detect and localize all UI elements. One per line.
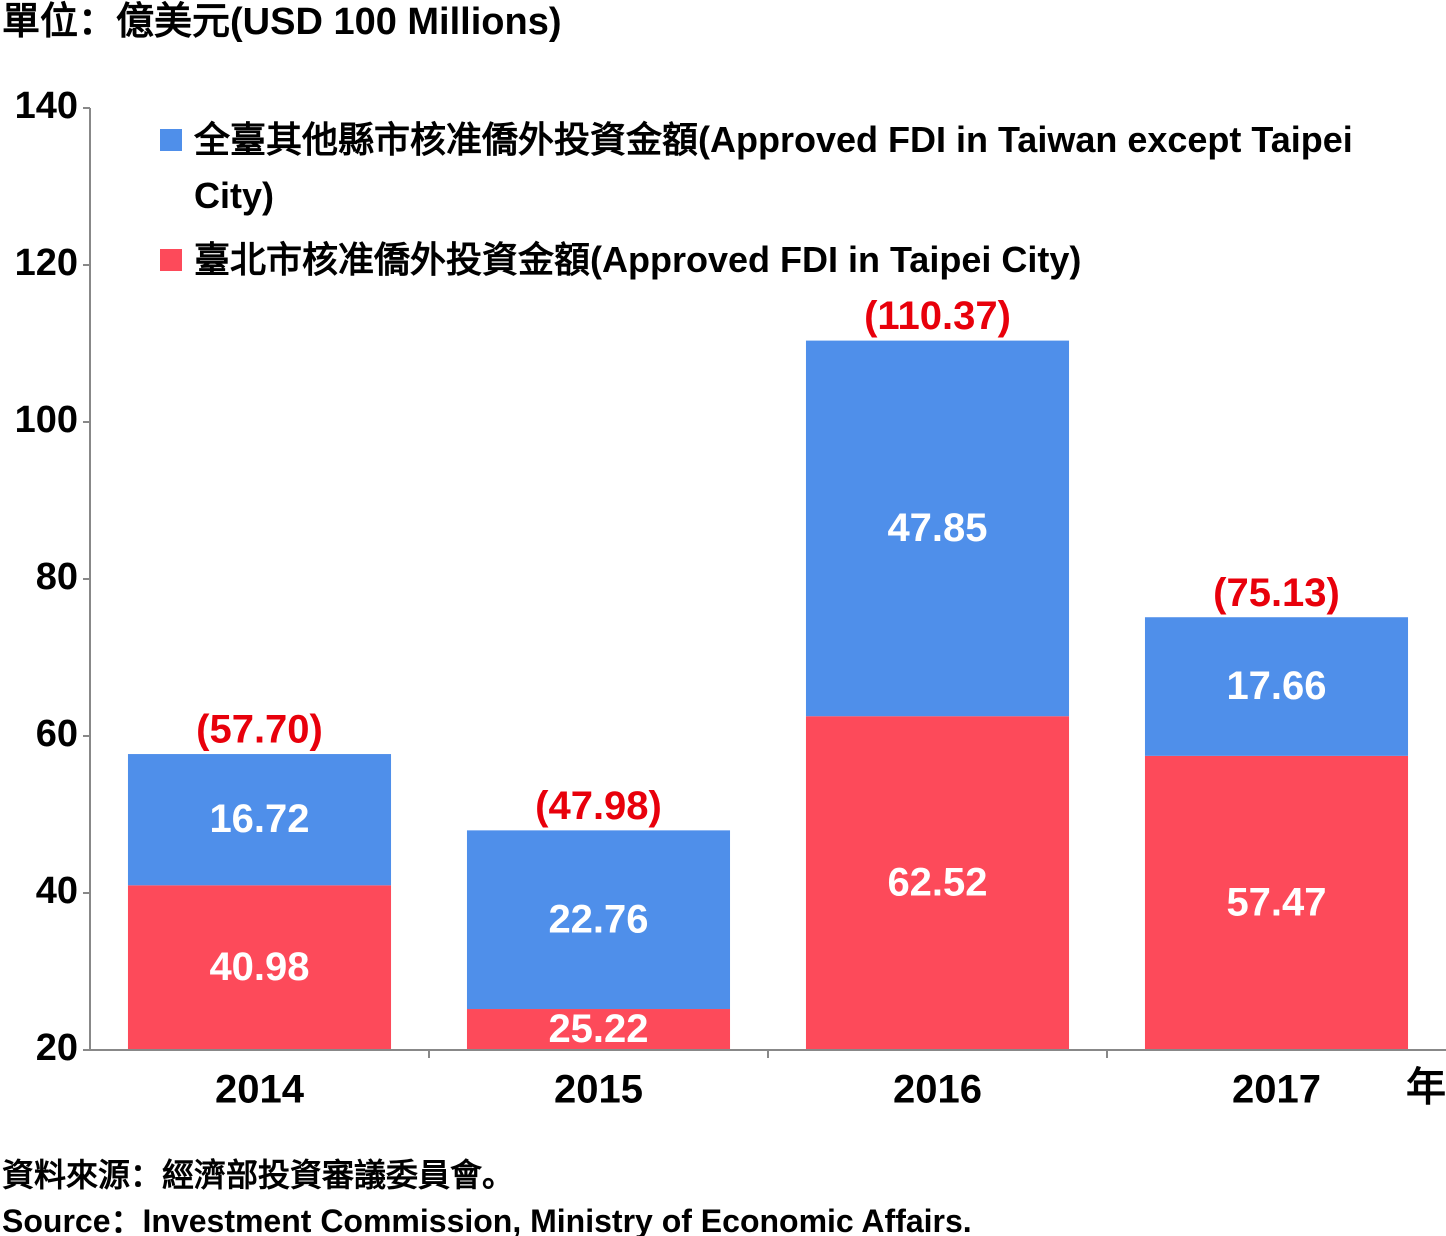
y-tick-label: 140 <box>15 85 78 127</box>
value-label: 25.22 <box>548 1007 648 1051</box>
legend-swatch <box>160 249 182 271</box>
value-label: 17.66 <box>1226 664 1326 708</box>
total-label: (47.98) <box>535 784 662 828</box>
total-label: (57.70) <box>196 708 323 752</box>
bar-segment <box>466 1009 731 1050</box>
value-label: 57.47 <box>1226 880 1326 924</box>
total-label: (110.37) <box>864 294 1011 338</box>
x-tick-label: 2014 <box>215 1068 305 1112</box>
bar-segment <box>805 716 1070 1050</box>
legend-item: 臺北市核准僑外投資金額(Approved FDI in Taipei City) <box>160 232 1420 288</box>
source-zh: 資料來源：經濟部投資審議委員會。 <box>2 1157 515 1193</box>
x-unit-label: 年 <box>1406 1066 1446 1110</box>
legend-label: 全臺其他縣市核准僑外投資金額(Approved FDI in Taiwan ex… <box>194 119 1353 216</box>
total-label: (75.13) <box>1213 571 1340 615</box>
source-en: Source：Investment Commission, Ministry o… <box>2 1203 972 1236</box>
bar-segment <box>1144 755 1409 1050</box>
x-tick-label: 2017 <box>1232 1068 1321 1112</box>
bar-segment <box>1144 617 1409 756</box>
bar-segment <box>805 340 1070 717</box>
bar-segment <box>466 830 731 1010</box>
y-tick-label: 120 <box>15 242 78 284</box>
legend-swatch <box>160 129 182 151</box>
x-tick-label: 2015 <box>554 1068 643 1112</box>
y-tick-label: 20 <box>36 1027 78 1069</box>
y-tick-label: 40 <box>36 870 78 912</box>
y-tick-label: 80 <box>36 556 78 598</box>
legend-item: 全臺其他縣市核准僑外投資金額(Approved FDI in Taiwan ex… <box>160 112 1420 224</box>
legend-label: 臺北市核准僑外投資金額(Approved FDI in Taipei City) <box>194 239 1082 280</box>
bar-segment <box>127 885 392 1050</box>
x-tick-label: 2016 <box>893 1068 982 1112</box>
value-label: 62.52 <box>887 861 987 905</box>
value-label: 47.85 <box>887 506 987 550</box>
unit-label: 單位：億美元(USD 100 Millions) <box>2 1 562 43</box>
y-tick-label: 60 <box>36 713 78 755</box>
bar-segment <box>127 754 392 886</box>
y-tick-label: 100 <box>15 399 78 441</box>
value-label: 22.76 <box>548 897 648 941</box>
value-label: 16.72 <box>209 797 309 841</box>
value-label: 40.98 <box>209 945 309 989</box>
